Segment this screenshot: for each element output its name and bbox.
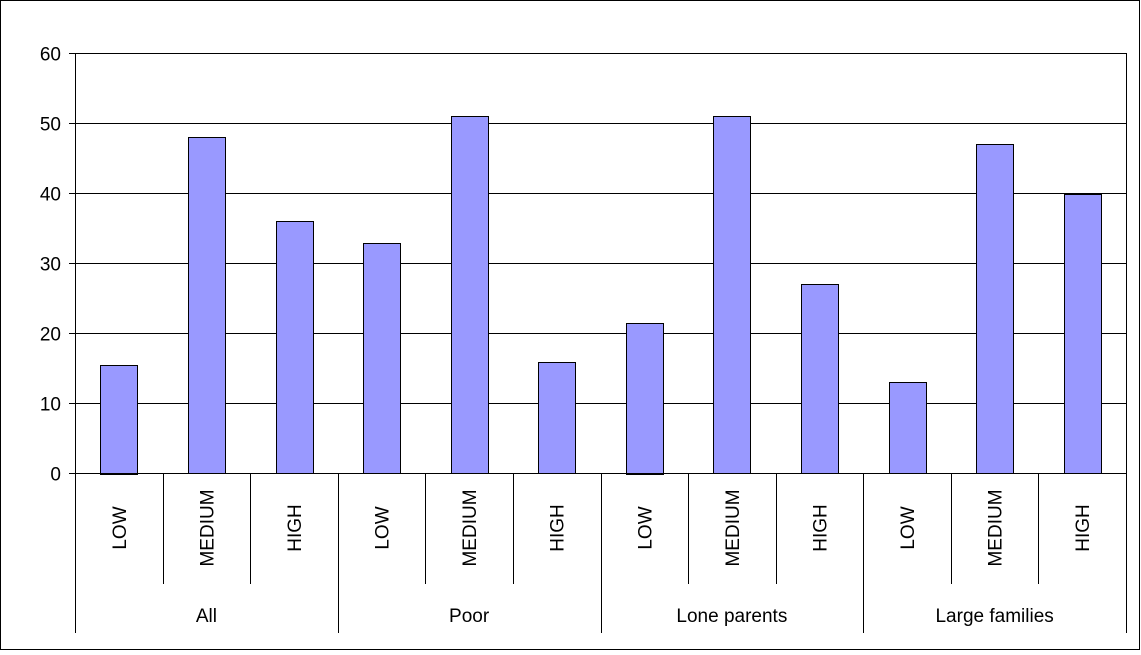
y-tick-label: 10 <box>40 395 61 416</box>
bars <box>100 116 1102 475</box>
bar <box>538 362 576 474</box>
sub-category-label: MEDIUM <box>197 489 218 566</box>
sub-category-label: MEDIUM <box>460 489 481 566</box>
gridlines <box>75 53 1126 474</box>
y-tick-label: 20 <box>40 325 61 346</box>
bar <box>626 323 664 475</box>
y-tick-label: 30 <box>40 255 61 276</box>
sub-category-label: MEDIUM <box>723 489 744 566</box>
y-tick-label: 0 <box>50 465 61 486</box>
y-tick-label: 60 <box>40 45 61 66</box>
sub-category-label: HIGH <box>285 504 306 552</box>
bar <box>188 137 226 474</box>
group-label: Lone parents <box>676 606 787 627</box>
bar <box>976 144 1014 474</box>
sub-category-label: HIGH <box>810 504 831 552</box>
sub-category-label: HIGH <box>548 504 569 552</box>
group-label: Poor <box>449 606 490 627</box>
bar <box>451 116 489 474</box>
group-label: Large families <box>935 606 1053 627</box>
bar <box>276 221 314 474</box>
axes <box>69 53 1127 633</box>
sub-category-label: LOW <box>898 506 919 549</box>
bar <box>889 382 927 474</box>
bar <box>363 243 401 474</box>
sub-category-label: HIGH <box>1073 504 1094 552</box>
y-tick-label: 40 <box>40 185 61 206</box>
bar <box>801 284 839 474</box>
group-label: All <box>196 606 217 627</box>
y-axis-ticks: 0 10 20 30 40 50 60 <box>40 45 75 486</box>
y-tick-label: 50 <box>40 115 61 136</box>
category-labels: LOW MEDIUM HIGH All LOW MEDIUM HIGH Poor LOW MEDI… <box>110 489 1094 627</box>
sub-category-label: LOW <box>373 506 394 549</box>
bar <box>100 365 138 475</box>
sub-category-label: MEDIUM <box>986 489 1007 566</box>
bar <box>713 116 751 474</box>
bar <box>1064 194 1102 474</box>
sub-category-label: LOW <box>110 506 131 549</box>
sub-category-label: LOW <box>635 506 656 549</box>
